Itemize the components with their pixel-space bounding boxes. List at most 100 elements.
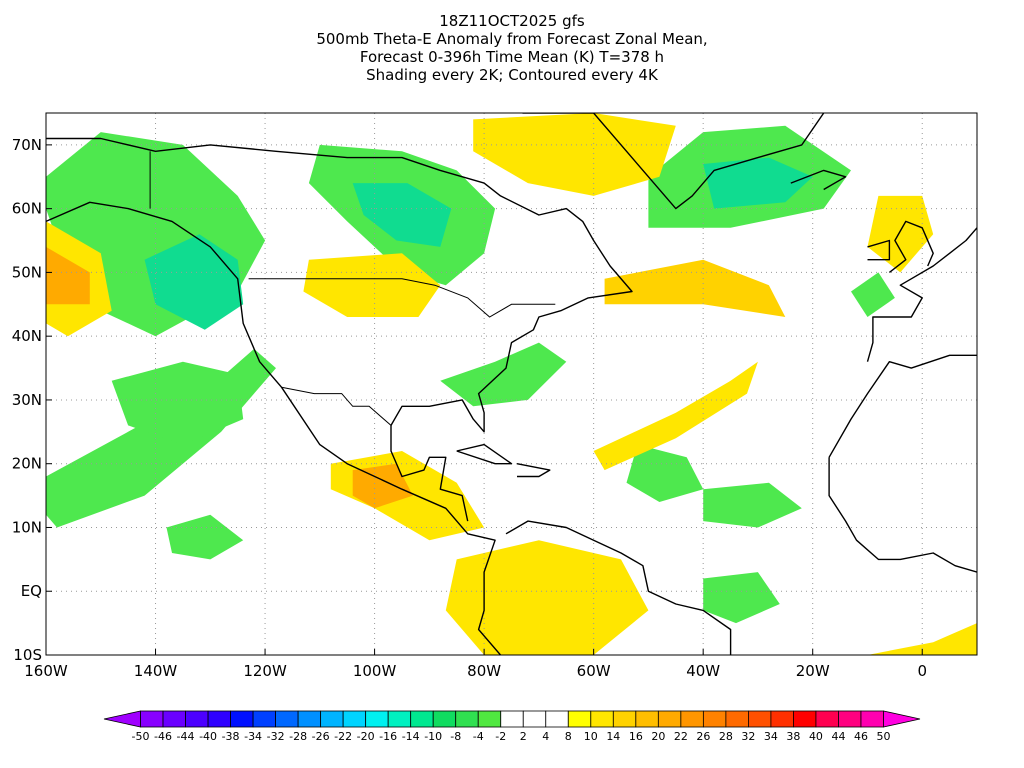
colorbar-label: -22 — [334, 730, 352, 743]
anomaly-region-13 — [851, 272, 895, 317]
colorbar-label: 4 — [542, 730, 549, 743]
anomaly-region-3 — [352, 183, 452, 247]
colorbar-label: -46 — [154, 730, 172, 743]
colorbar-label: 40 — [809, 730, 823, 743]
coastline-6 — [828, 354, 977, 458]
coastline-10 — [790, 169, 847, 191]
colorbar-swatch — [883, 710, 921, 728]
coastline-7 — [866, 227, 977, 362]
lat-tick-label: 40N — [12, 327, 42, 345]
anomaly-region-9 — [626, 444, 704, 502]
lat-tick-label: 50N — [12, 263, 42, 281]
colorbar-swatch — [590, 710, 614, 728]
colorbar-label: 16 — [629, 730, 643, 743]
colorbar-swatch — [387, 710, 412, 728]
colorbar-swatch — [162, 710, 186, 728]
colorbar-label: 38 — [786, 730, 800, 743]
anomaly-region-23 — [867, 623, 977, 655]
anomaly-region-22 — [46, 246, 90, 305]
colorbar-swatch — [702, 710, 727, 728]
colorbar-swatch — [252, 710, 276, 728]
colorbar-label: -26 — [312, 730, 330, 743]
colorbar-swatch — [635, 710, 659, 728]
title-line-3: Forecast 0-396h Time Mean (K) T=378 h — [359, 48, 665, 66]
colorbar-swatch — [522, 710, 547, 728]
colorbar-swatch — [725, 710, 749, 728]
longitude-labels: 160W 140W 120W 100W 80W 60W 40W 20W 0 — [24, 649, 927, 680]
colorbar-swatch — [770, 710, 794, 728]
title-line-2: 500mb Theta-E Anomaly from Forecast Zona… — [316, 30, 708, 48]
colorbar-swatch — [140, 710, 164, 728]
colorbar-label: -8 — [450, 730, 461, 743]
coastline-5 — [828, 457, 977, 573]
anomaly-region-7 — [111, 361, 244, 445]
colorbar-label: -28 — [289, 730, 307, 743]
anomaly-shading-layer — [46, 113, 977, 655]
colorbar-label: 34 — [764, 730, 778, 743]
colorbar-label: 8 — [565, 730, 572, 743]
anomaly-region-24 — [867, 195, 934, 273]
anomaly-region-17 — [593, 361, 758, 471]
coastline-2 — [390, 425, 469, 522]
colorbar-label: -14 — [402, 730, 420, 743]
anomaly-region-8 — [440, 342, 567, 407]
lat-tick-label: 70N — [12, 136, 42, 154]
lon-tick-label: 80W — [467, 662, 501, 680]
coastline-8 — [888, 220, 934, 273]
lat-tick-label: 20N — [12, 455, 42, 473]
colorbar-swatch — [297, 710, 322, 728]
colorbar-label: -34 — [244, 730, 262, 743]
colorbar-label: -2 — [495, 730, 506, 743]
colorbar-label: 46 — [854, 730, 868, 743]
lon-tick-label: 60W — [577, 662, 611, 680]
colorbar-label: -32 — [267, 730, 285, 743]
lon-tick-label: 160W — [24, 662, 68, 680]
coastline-1 — [46, 137, 633, 433]
colorbar-swatch — [207, 710, 231, 728]
colorbar-label: 28 — [719, 730, 733, 743]
anomaly-region-16 — [604, 259, 786, 317]
coastline-0 — [46, 201, 502, 655]
colorbar-label: 44 — [831, 730, 845, 743]
colorbar-swatch — [275, 710, 299, 728]
title-block: 18Z11OCT2025 gfs 500mb Theta-E Anomaly f… — [0, 12, 1024, 84]
lon-tick-label: 120W — [243, 662, 287, 680]
colorbar-swatch — [657, 710, 682, 728]
lat-tick-label: 60N — [12, 200, 42, 218]
colorbar-swatch — [432, 710, 457, 728]
colorbar-label: 50 — [876, 730, 890, 743]
colorbar-swatch — [342, 710, 367, 728]
country-border-2 — [281, 386, 392, 426]
coastline-3 — [505, 520, 732, 655]
lat-tick-label: EQ — [21, 582, 42, 600]
colorbar-swatch — [793, 710, 817, 728]
anomaly-region-19 — [352, 463, 413, 509]
colorbar-swatch — [103, 710, 141, 728]
title-line-4: Shading every 2K; Contoured every 4K — [366, 66, 658, 84]
colorbar-swatch — [612, 710, 637, 728]
colorbar-swatch — [545, 710, 569, 728]
colorbar-swatch — [860, 710, 884, 728]
colorbar-label: 14 — [606, 730, 620, 743]
lat-tick-label: 10N — [12, 518, 42, 536]
colorbar-label: 32 — [741, 730, 755, 743]
map-frame — [45, 112, 978, 656]
anomaly-region-14 — [303, 253, 441, 317]
colorbar-swatch — [230, 710, 254, 728]
coastline-4 — [522, 113, 825, 210]
lon-tick-label: 40W — [686, 662, 720, 680]
coastline-12 — [516, 463, 551, 478]
title-line-1: 18Z11OCT2025 gfs — [439, 12, 585, 30]
colorbar: -50 -46 -44 -40 -38 -34 -32 -28 -26 -22 -20 -16 -14-… — [103, 710, 921, 743]
coastlines-layer — [46, 113, 977, 655]
coastline-9 — [867, 239, 891, 261]
colorbar-swatch — [680, 710, 704, 728]
anomaly-region-1 — [144, 234, 244, 330]
colorbar-swatch — [748, 710, 772, 728]
colorbar-label: -10 — [424, 730, 442, 743]
anomaly-region-5 — [703, 157, 813, 209]
latitude-labels: 70N 60N 50N 40N 30N 20N 10N EQ 10S — [12, 136, 52, 664]
colorbar-label: -20 — [357, 730, 375, 743]
lon-tick-label: 0 — [917, 662, 927, 680]
lon-tick-label: 140W — [134, 662, 178, 680]
